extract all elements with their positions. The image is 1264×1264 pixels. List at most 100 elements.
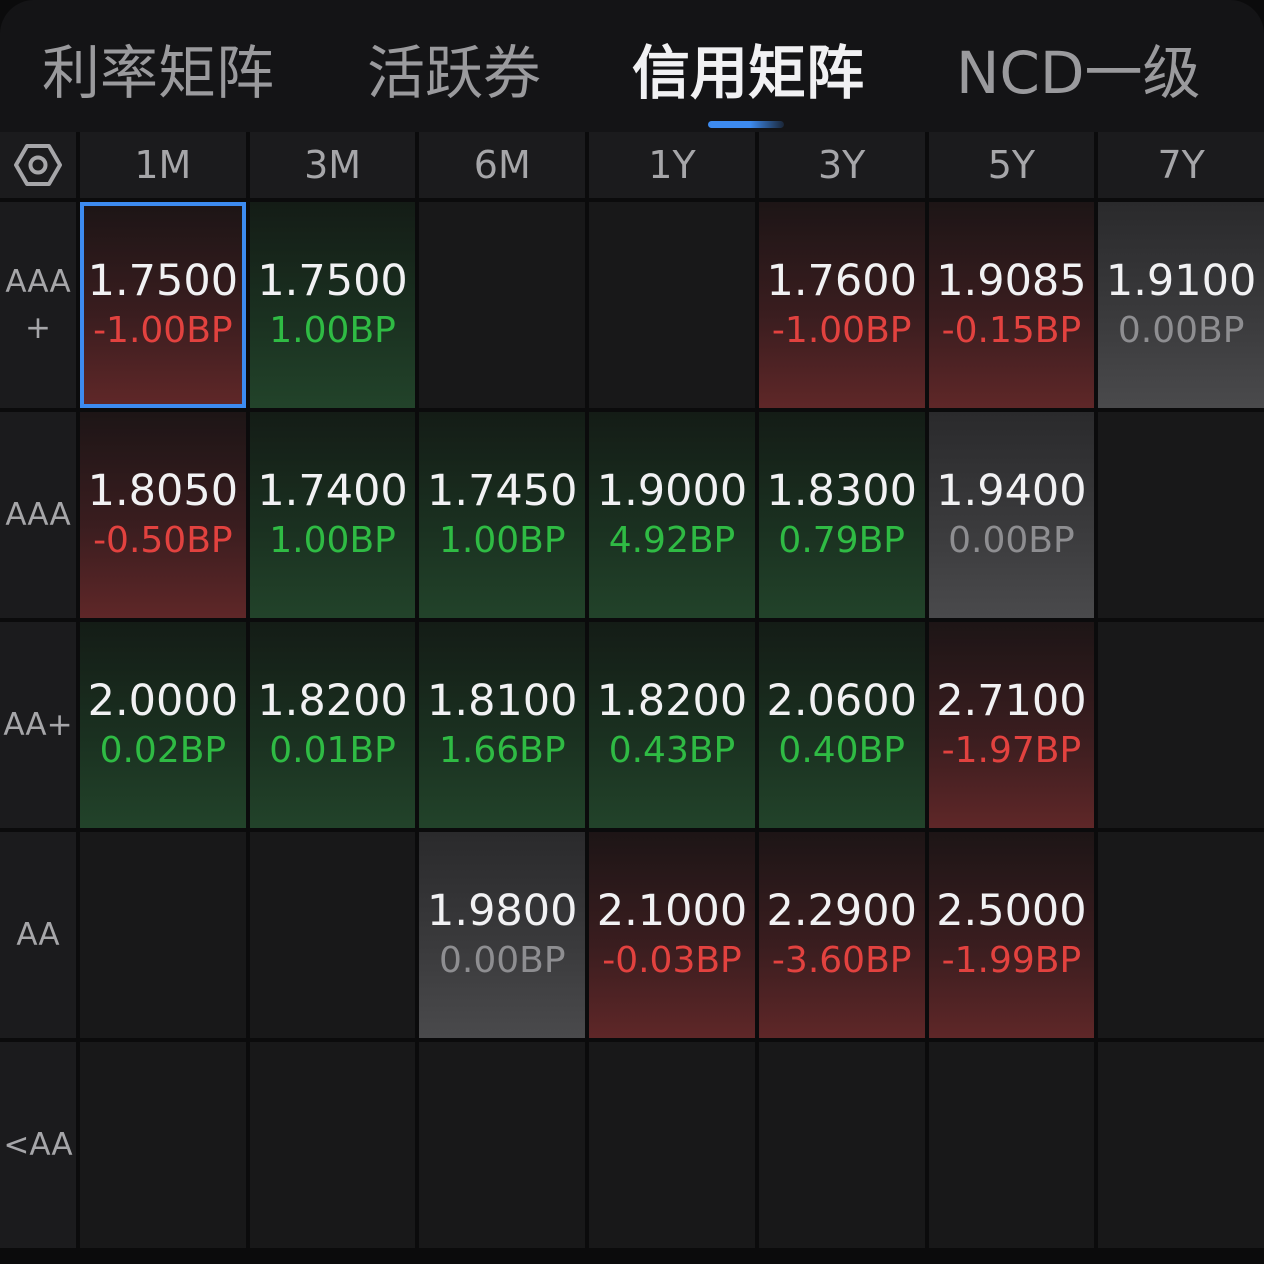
yield-value: 1.7450 — [427, 466, 578, 516]
change-value: -3.60BP — [771, 940, 912, 981]
change-value: 0.79BP — [778, 520, 905, 561]
matrix-cell — [80, 832, 246, 1038]
settings-button[interactable] — [0, 132, 76, 198]
hexagon-gear-icon — [14, 144, 62, 186]
matrix-cell — [249, 1042, 416, 1248]
credit-matrix-grid: 1M 3M 6M 1Y 3Y 5Y 7Y AAA +1.7500 -1.00BP 1.7500 1.… — [0, 132, 1264, 1248]
yield-value: 1.7400 — [257, 466, 408, 516]
matrix-cell[interactable]: 1.8050 -0.50BP — [80, 412, 246, 618]
column-header-5y: 5Y — [928, 132, 1095, 198]
matrix-cell — [589, 1042, 755, 1248]
change-value: -0.15BP — [941, 310, 1082, 351]
change-value: -0.03BP — [602, 940, 742, 981]
change-value: 0.40BP — [778, 730, 905, 771]
matrix-cell — [80, 1042, 246, 1248]
yield-value: 2.0600 — [766, 676, 917, 726]
matrix-cell — [419, 1042, 586, 1248]
yield-value: 2.7100 — [936, 676, 1087, 726]
matrix-cell[interactable]: 2.2900 -3.60BP — [758, 832, 925, 1038]
yield-value: 1.8300 — [766, 466, 917, 516]
yield-value: 1.8100 — [427, 676, 578, 726]
tab-credit-matrix[interactable]: 信用矩阵 — [632, 39, 865, 107]
change-value: 1.66BP — [439, 730, 566, 771]
matrix-cell[interactable]: 2.0600 0.40BP — [758, 622, 925, 828]
matrix-cell — [589, 202, 755, 408]
yield-value: 1.7500 — [87, 256, 239, 306]
matrix-cell[interactable]: 1.9800 0.00BP — [419, 832, 586, 1038]
column-header-3m: 3M — [249, 132, 416, 198]
column-header-1y: 1Y — [589, 132, 755, 198]
column-header-7y: 7Y — [1098, 132, 1264, 198]
matrix-cell[interactable]: 1.9100 0.00BP — [1098, 202, 1264, 408]
column-header-3y: 3Y — [758, 132, 925, 198]
matrix-cell[interactable]: 1.7500 1.00BP — [249, 202, 416, 408]
yield-value: 1.7600 — [766, 256, 917, 306]
matrix-cell — [1098, 622, 1264, 828]
active-tab-indicator — [708, 121, 784, 128]
yield-value: 1.8200 — [596, 676, 748, 726]
yield-value: 1.8050 — [87, 466, 239, 516]
matrix-cell[interactable]: 1.7600 -1.00BP — [758, 202, 925, 408]
change-value: -0.50BP — [93, 520, 233, 561]
matrix-cell[interactable]: 1.8200 0.01BP — [249, 622, 416, 828]
column-header-6m: 6M — [419, 132, 586, 198]
matrix-cell[interactable]: 1.8300 0.79BP — [758, 412, 925, 618]
yield-value: 2.5000 — [936, 886, 1087, 936]
tab-rate-matrix[interactable]: 利率矩阵 — [42, 39, 275, 107]
yield-value: 1.8200 — [257, 676, 408, 726]
row-label: AAA + — [0, 202, 76, 408]
matrix-cell[interactable]: 2.0000 0.02BP — [80, 622, 246, 828]
matrix-cell — [1098, 832, 1264, 1038]
change-value: 0.43BP — [608, 730, 736, 771]
change-value: 1.00BP — [269, 520, 396, 561]
row-label: AAA — [0, 412, 76, 618]
change-value: 0.02BP — [99, 730, 227, 771]
matrix-cell[interactable]: 1.7450 1.00BP — [419, 412, 586, 618]
matrix-cell — [249, 832, 416, 1038]
bottom-edge — [0, 1248, 1264, 1264]
change-value: -1.00BP — [771, 310, 912, 351]
yield-value: 2.0000 — [87, 676, 239, 726]
tab-active-bonds[interactable]: 活跃券 — [367, 39, 542, 107]
tab-ncd-primary[interactable]: NCD一级 — [956, 39, 1201, 107]
matrix-cell[interactable]: 2.1000 -0.03BP — [589, 832, 755, 1038]
change-value: 0.00BP — [948, 520, 1075, 561]
yield-value: 2.2900 — [766, 886, 917, 936]
column-header-1m: 1M — [80, 132, 246, 198]
yield-value: 2.1000 — [596, 886, 748, 936]
matrix-cell — [1098, 412, 1264, 618]
change-value: 1.00BP — [269, 310, 396, 351]
matrix-cell — [1098, 1042, 1264, 1248]
change-value: 1.00BP — [439, 520, 566, 561]
matrix-cell[interactable]: 2.7100 -1.97BP — [928, 622, 1095, 828]
change-value: 0.00BP — [1117, 310, 1245, 351]
matrix-cell[interactable]: 2.5000 -1.99BP — [928, 832, 1095, 1038]
yield-value: 1.9100 — [1105, 256, 1257, 306]
change-value: 4.92BP — [608, 520, 736, 561]
tab-bar: 利率矩阵 活跃券 信用矩阵 NCD一级 — [0, 0, 1264, 132]
row-label: <AA — [0, 1042, 76, 1248]
matrix-cell[interactable]: 1.9000 4.92BP — [589, 412, 755, 618]
change-value: 0.01BP — [269, 730, 396, 771]
matrix-cell — [928, 1042, 1095, 1248]
matrix-cell — [758, 1042, 925, 1248]
yield-value: 1.9000 — [596, 466, 748, 516]
change-value: -1.00BP — [93, 310, 233, 351]
yield-value: 1.9800 — [427, 886, 578, 936]
matrix-cell[interactable]: 1.7500 -1.00BP — [80, 202, 246, 408]
yield-value: 1.9085 — [936, 256, 1087, 306]
matrix-cell[interactable]: 1.9085 -0.15BP — [928, 202, 1095, 408]
matrix-cell[interactable]: 1.8100 1.66BP — [419, 622, 586, 828]
matrix-cell[interactable]: 1.8200 0.43BP — [589, 622, 755, 828]
row-label: AA — [0, 832, 76, 1038]
matrix-cell[interactable]: 1.9400 0.00BP — [928, 412, 1095, 618]
matrix-cell — [419, 202, 586, 408]
yield-value: 1.9400 — [936, 466, 1087, 516]
matrix-cell[interactable]: 1.7400 1.00BP — [249, 412, 416, 618]
yield-value: 1.7500 — [257, 256, 408, 306]
change-value: -1.99BP — [941, 940, 1082, 981]
change-value: -1.97BP — [941, 730, 1082, 771]
row-label: AA+ — [0, 622, 76, 828]
change-value: 0.00BP — [439, 940, 566, 981]
